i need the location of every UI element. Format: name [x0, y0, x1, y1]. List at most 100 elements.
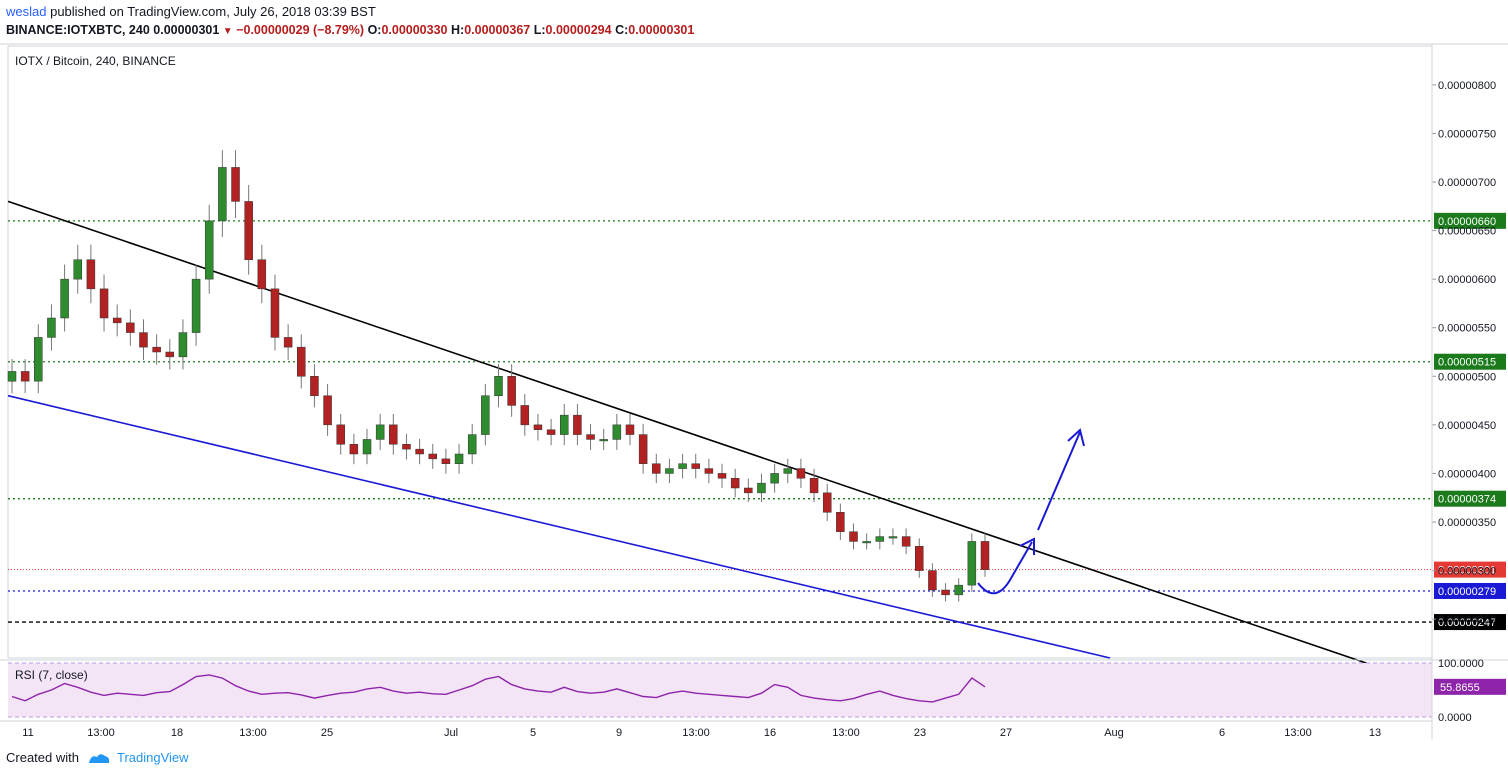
candle-body [99, 288, 109, 319]
chart-title: IOTX / Bitcoin, 240, BINANCE [15, 54, 176, 68]
candle-body [270, 288, 280, 338]
rsi-tick-label: 100.0000 [1438, 658, 1484, 670]
candle-body [678, 463, 687, 469]
candle-body [770, 473, 779, 484]
candle-body [152, 346, 161, 353]
y-tick-label: 0.00000550 [1438, 323, 1496, 335]
candle-body [875, 536, 885, 542]
tradingview-brand-link[interactable]: TradingView [87, 750, 189, 765]
y-tick-label: 0.00000650 [1438, 226, 1496, 238]
price-change: −0.00000029 (−8.79%) [236, 23, 365, 37]
symbol-info-line: BINANCE:IOTXBTC, 240 0.00000301 ▼ −0.000… [6, 22, 694, 40]
candle-body [165, 351, 175, 358]
created-with-text: Created with [6, 750, 79, 765]
candle-body [730, 478, 740, 489]
last-price: 0.00000301 [153, 23, 220, 37]
x-tick-label: 6 [1219, 727, 1225, 739]
level-tag-label: 0.00000660 [1438, 216, 1496, 228]
candle-body [73, 259, 82, 280]
x-tick-label: Jul [444, 727, 458, 739]
candle-body [520, 405, 530, 426]
candle-body [915, 546, 924, 571]
candle-body [533, 424, 543, 430]
candle-body [139, 332, 148, 348]
candle-body [191, 278, 201, 333]
candle-body [336, 424, 345, 445]
candle-body [546, 429, 556, 435]
y-tick-label: 0.00000350 [1438, 517, 1496, 529]
x-tick-label: 27 [1000, 727, 1012, 739]
author-link[interactable]: weslad [6, 4, 47, 19]
candle-body [862, 541, 871, 544]
candle-body [178, 332, 188, 358]
candle-body [691, 463, 700, 469]
rsi-band [8, 663, 1432, 717]
x-tick-label: 25 [321, 727, 333, 739]
tradingview-logo-icon [88, 753, 110, 763]
footer: Created with TradingView [6, 750, 189, 765]
symbol-label: BINANCE:IOTXBTC, 240 [6, 23, 150, 37]
tradingview-brand-label: TradingView [116, 750, 189, 765]
candle-body [481, 395, 490, 435]
close-value: 0.00000301 [628, 23, 695, 37]
candle-body [494, 376, 503, 396]
candle-body [389, 424, 398, 445]
candle-body [20, 371, 30, 382]
level-tag-label: 0.00000515 [1438, 357, 1496, 369]
x-tick-label: 13:00 [239, 727, 267, 739]
x-tick-label: 23 [914, 727, 926, 739]
candle-body [809, 478, 819, 494]
level-tag-label: 0.00000279 [1438, 586, 1496, 598]
candle-body [34, 337, 43, 382]
x-tick-label: 13 [1369, 727, 1381, 739]
y-tick-label: 0.00000300 [1438, 566, 1496, 578]
candle-body [297, 346, 306, 377]
candle-body [625, 424, 635, 435]
x-tick-label: 18 [171, 727, 183, 739]
projection-arrowhead-icon [1019, 537, 1035, 555]
price-pane-frame [7, 45, 1433, 659]
y-tick-label: 0.00000800 [1438, 80, 1496, 92]
candle-body [783, 468, 793, 474]
candle-body [559, 414, 569, 435]
y-tick-label: 0.00000700 [1438, 177, 1496, 189]
candle-body [954, 584, 963, 596]
candle-body [652, 463, 661, 474]
projection-line [1037, 431, 1081, 531]
y-tick-label: 0.00000250 [1438, 614, 1496, 626]
high-label: H: [450, 23, 465, 37]
candle-body [244, 201, 253, 260]
candle-body [323, 395, 332, 426]
last-price-tag-label: 0.00000301 [1438, 565, 1496, 577]
y-tick-label: 0.00000450 [1438, 420, 1496, 432]
candle-body [573, 414, 582, 435]
low-value: 0.00000294 [545, 23, 612, 37]
candle-body [375, 424, 385, 440]
level-tag [1434, 212, 1506, 229]
level-tag-label: 0.00000374 [1438, 494, 1496, 506]
candle-body [836, 512, 845, 532]
candle-body [60, 278, 69, 319]
candle-body [901, 536, 911, 547]
candle-body [362, 439, 372, 455]
x-tick-label: 9 [616, 727, 622, 739]
candle-body [665, 468, 674, 474]
candle-body [967, 541, 977, 586]
candle-body [928, 570, 937, 591]
candle-body [941, 589, 950, 596]
level-tag [1434, 490, 1506, 507]
down-arrow-icon: ▼ [222, 26, 233, 37]
candle-body [586, 434, 595, 440]
candle-body [112, 317, 122, 324]
x-tick-label: 11 [22, 727, 33, 739]
candle-body [744, 487, 753, 494]
candle-body [612, 424, 622, 440]
candle-body [231, 167, 240, 202]
candle-body [888, 536, 898, 539]
publish-info: weslad published on TradingView.com, Jul… [6, 4, 376, 20]
level-tag [1434, 582, 1506, 599]
candle-body [310, 376, 319, 396]
close-label: C: [615, 23, 629, 37]
y-tick-label: 0.00000750 [1438, 128, 1496, 140]
